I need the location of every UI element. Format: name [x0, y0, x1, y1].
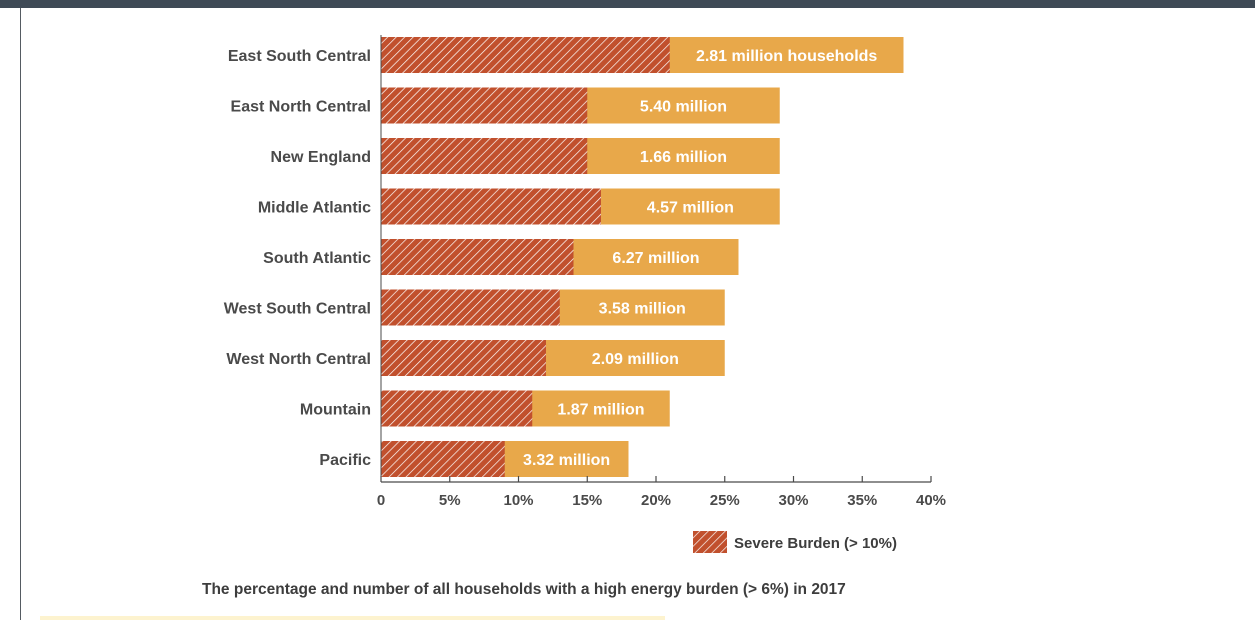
bar-severe [381, 138, 588, 174]
chart-caption: The percentage and number of all househo… [202, 581, 846, 598]
header-bar [0, 0, 1255, 8]
data-label: 2.09 million [592, 351, 679, 368]
bar-severe [381, 188, 601, 225]
bar-severe [381, 390, 533, 427]
legend-label-severe: Severe Burden (> 10%) [734, 535, 897, 552]
x-tick-label: 15% [572, 492, 602, 509]
category-label: East South Central [228, 48, 371, 65]
bottom-highlight-strip [40, 616, 665, 620]
category-label: Mountain [300, 402, 371, 419]
bar-severe [381, 289, 560, 326]
x-tick-label: 35% [847, 492, 877, 509]
category-label: West North Central [226, 351, 371, 368]
legend-swatch-severe [693, 531, 727, 553]
category-label: Middle Atlantic [258, 200, 371, 217]
x-tick-label: 5% [439, 492, 461, 509]
bar-severe [381, 87, 588, 124]
x-axis: 0 5% 10% 15% 20% 25% 30% 35% 40% [377, 35, 946, 509]
data-label: 3.58 million [599, 301, 686, 318]
data-label: 2.81 million households [696, 48, 877, 65]
x-tick-label: 10% [503, 492, 533, 509]
category-label: West South Central [224, 301, 371, 318]
x-tick-label: 30% [778, 492, 808, 509]
data-label: 4.57 million [647, 200, 734, 217]
x-tick-label: 25% [710, 492, 740, 509]
category-label: New England [271, 149, 371, 166]
data-label: 1.66 million [640, 149, 727, 166]
bar-severe [381, 37, 670, 73]
category-label: Pacific [319, 452, 371, 469]
legend: Severe Burden (> 10%) [693, 531, 897, 553]
x-tick-label: 20% [641, 492, 671, 509]
x-tick-label: 0 [377, 492, 385, 509]
data-label: 5.40 million [640, 99, 727, 116]
bar-severe [381, 441, 505, 477]
category-label: East North Central [231, 99, 371, 116]
category-label: South Atlantic [263, 250, 371, 267]
bar-severe [381, 239, 574, 275]
x-tick-label: 40% [916, 492, 946, 509]
bar-severe [381, 340, 546, 376]
data-label: 6.27 million [612, 250, 699, 267]
bars-group: East South Central 2.81 million household… [224, 37, 904, 477]
data-label: 3.32 million [523, 452, 610, 469]
data-label: 1.87 million [557, 402, 644, 419]
left-border-line [20, 8, 21, 620]
